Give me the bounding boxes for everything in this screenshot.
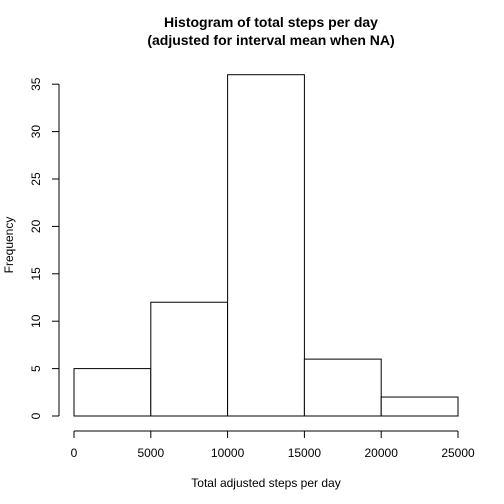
x-axis-label: Total adjusted steps per day — [191, 476, 340, 490]
x-tick-label: 20000 — [365, 446, 399, 460]
x-tick-label: 10000 — [211, 446, 245, 460]
histogram-bar-1 — [150, 301, 229, 417]
x-tick-label: 25000 — [441, 446, 475, 460]
y-tick-label: 30 — [29, 125, 43, 139]
histogram-bar-4 — [380, 396, 459, 417]
y-axis: 0 5 10 15 20 25 30 35 — [29, 77, 60, 419]
x-axis: 0 5000 10000 15000 20000 25000 — [71, 430, 475, 460]
y-tick-label: 25 — [29, 172, 43, 186]
chart-subtitle: (adjusted for interval mean when NA) — [147, 32, 394, 48]
bars-group — [73, 74, 459, 417]
chart-title: Histogram of total steps per day — [164, 14, 378, 30]
y-tick-label: 0 — [29, 412, 43, 419]
x-tick-label: 0 — [71, 446, 78, 460]
x-tick-label: 15000 — [288, 446, 322, 460]
y-tick-label: 15 — [29, 267, 43, 281]
y-axis-label: Frequency — [2, 217, 16, 274]
x-tick-label: 5000 — [137, 446, 164, 460]
histogram-bar-3 — [303, 358, 382, 417]
y-tick-label: 20 — [29, 219, 43, 233]
histogram-bar-2 — [227, 74, 305, 417]
y-tick-label: 35 — [29, 77, 43, 91]
y-tick-label: 5 — [29, 365, 43, 372]
y-tick-label: 10 — [29, 314, 43, 328]
histogram-bar-0 — [73, 368, 152, 417]
